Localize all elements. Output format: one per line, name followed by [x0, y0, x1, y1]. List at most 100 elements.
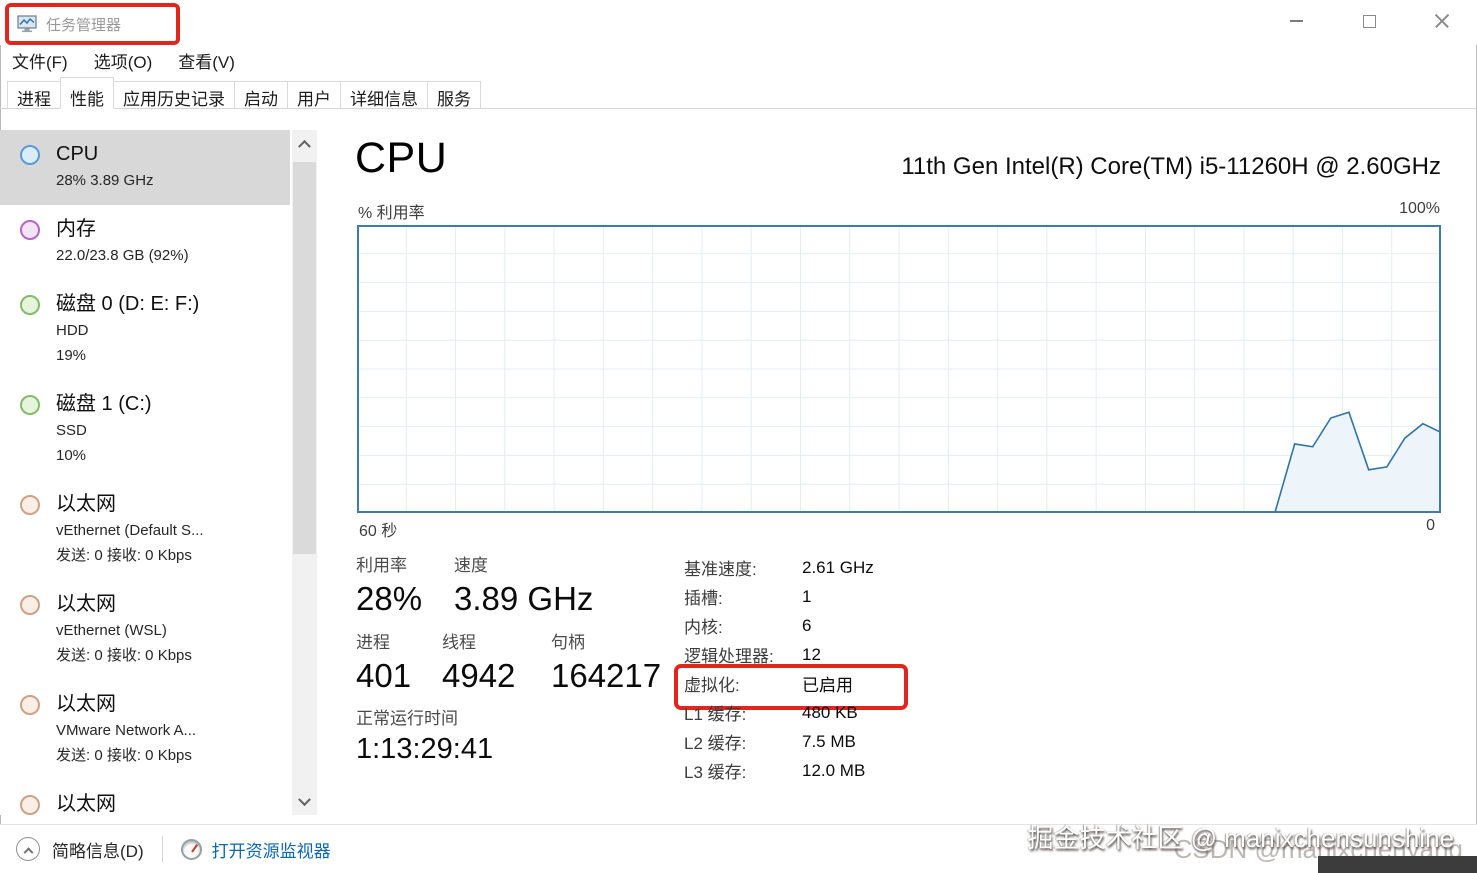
spec-label: L2 缓存: — [684, 734, 747, 753]
spec-label: 插槽: — [684, 589, 723, 608]
stat-value: 28% — [356, 580, 423, 617]
sidebar-item-detail: 28% 3.89 GHz — [56, 172, 154, 189]
sidebar-item[interactable]: 以太网 vEthernet (WSL) 发送: 0 接收: 0 Kbps — [0, 580, 290, 680]
stat-processes: 进程 401 — [356, 628, 411, 695]
sidebar-item[interactable]: 内存 22.0/23.8 GB (92%) — [0, 205, 290, 280]
sidebar-item[interactable]: CPU 28% 3.89 GHz — [0, 130, 290, 205]
stat-utilization: 利用率 28% — [356, 551, 422, 618]
spec-label: 逻辑处理器: — [684, 647, 774, 666]
sidebar-item-detail: vEthernet (Default S... — [56, 522, 204, 539]
chart-x-right-label: 0 — [1426, 517, 1435, 534]
footer-divider — [161, 836, 163, 862]
sidebar-item-title: 以太网 — [56, 593, 116, 615]
menu-item[interactable]: 选项(O) — [93, 52, 153, 72]
watermark-primary: 掘金技术社区 @ manixchensunshine — [1027, 823, 1454, 853]
stat-value: 164217 — [551, 657, 662, 694]
maximize-button[interactable] — [1356, 8, 1382, 34]
spec-row: 插槽: 1 — [684, 582, 964, 611]
stat-value: 3.89 GHz — [454, 580, 594, 617]
stat-value: 4942 — [442, 657, 516, 694]
scrollbar-thumb[interactable] — [293, 162, 316, 554]
spec-value: 7.5 MB — [802, 731, 856, 751]
sidebar-scrollbar[interactable] — [292, 130, 317, 815]
scroll-down-button[interactable] — [292, 789, 317, 815]
resource-graph-icon — [20, 695, 40, 715]
chevron-down-icon — [298, 792, 311, 806]
sidebar-item[interactable]: 磁盘 1 (C:) SSD 10% — [0, 380, 290, 480]
tab[interactable]: 服务 — [427, 81, 481, 109]
sidebar-item-title: 以太网 — [56, 493, 116, 515]
spec-label: L3 缓存: — [684, 763, 747, 782]
sidebar-item-title: 磁盘 1 (C:) — [56, 393, 152, 415]
spec-row: L2 缓存: 7.5 MB — [684, 727, 964, 756]
sidebar-item-title: CPU — [56, 143, 99, 165]
stat-label: 速度 — [454, 556, 488, 575]
tab[interactable]: 性能 — [60, 77, 114, 109]
resource-graph-icon — [20, 295, 40, 315]
open-resource-monitor-link[interactable]: 打开资源监视器 — [211, 841, 331, 861]
minimize-button[interactable] — [1283, 8, 1309, 34]
titlebar: 任务管理器 — [0, 0, 1477, 45]
tab[interactable]: 启动 — [234, 81, 288, 109]
stat-uptime: 正常运行时间 1:13:29:41 — [356, 704, 493, 766]
resource-graph-icon — [20, 395, 40, 415]
close-button[interactable] — [1429, 8, 1455, 34]
minimize-icon — [1289, 20, 1303, 22]
tab[interactable]: 详细信息 — [340, 81, 428, 109]
maximize-icon — [1362, 14, 1376, 28]
sidebar-item-detail: 19% — [56, 347, 87, 364]
resource-graph-icon — [20, 595, 40, 615]
stat-value: 1:13:29:41 — [356, 733, 494, 765]
sidebar-item-detail: 22.0/23.8 GB (92%) — [56, 247, 189, 264]
sidebar-item-title: 以太网 — [56, 793, 116, 815]
scroll-up-button[interactable] — [292, 130, 317, 156]
dark-corner-rectangle — [1318, 856, 1477, 873]
cpu-model-name: 11th Gen Intel(R) Core(TM) i5-11260H @ 2… — [901, 153, 1441, 180]
menu-item[interactable]: 查看(V) — [178, 52, 235, 72]
window-controls — [1283, 8, 1455, 34]
footer-bar: 简略信息(D) 打开资源监视器 — [0, 824, 1477, 873]
stat-handles: 句柄 164217 — [551, 628, 661, 695]
sidebar-item-title: 内存 — [56, 218, 96, 240]
stat-value: 401 — [356, 657, 412, 694]
sidebar-item-detail: 发送: 0 接收: 0 Kbps — [56, 647, 192, 664]
sidebar-item[interactable]: 以太网 vEthernet (Default S... 发送: 0 接收: 0 … — [0, 480, 290, 580]
menu-item[interactable]: 文件(F) — [12, 52, 68, 72]
stat-label: 线程 — [442, 633, 476, 652]
resource-monitor-icon — [180, 838, 202, 860]
spec-row: 逻辑处理器: 12 — [684, 640, 964, 669]
spec-value: 12 — [802, 644, 821, 664]
spec-row: L1 缓存: 480 KB — [684, 698, 964, 727]
cpu-usage-chart — [357, 225, 1441, 513]
spec-row: 基准速度: 2.61 GHz — [684, 553, 964, 582]
sidebar-item[interactable]: 以太网 — [0, 780, 290, 815]
spec-label: 虚拟化: — [684, 676, 740, 695]
stat-speed: 速度 3.89 GHz — [454, 551, 593, 618]
stat-label: 句柄 — [551, 633, 585, 652]
stat-label: 利用率 — [356, 556, 407, 575]
resource-graph-icon — [20, 495, 40, 515]
summary-view-label[interactable]: 简略信息(D) — [52, 841, 144, 861]
sidebar-item-title: 以太网 — [56, 693, 116, 715]
spec-value: 480 KB — [802, 702, 858, 722]
chevron-up-icon — [298, 139, 311, 153]
cpu-spec-list: 基准速度: 2.61 GHz 插槽: 1 内核: 6 逻辑处理器: 12 虚拟化… — [674, 553, 964, 785]
sidebar-item[interactable]: 以太网 VMware Network A... 发送: 0 接收: 0 Kbps — [0, 680, 290, 780]
stat-threads: 线程 4942 — [442, 628, 515, 695]
tab[interactable]: 应用历史记录 — [113, 81, 235, 109]
annotation-box-title: 任务管理器 — [5, 3, 180, 45]
chart-y-max-label: 100% — [1399, 200, 1440, 217]
tab[interactable]: 用户 — [287, 81, 341, 109]
tab[interactable]: 进程 — [7, 81, 61, 109]
tab-bar: 进程 性能 应用历史记录 启动 用户 详细信息 服务 — [0, 76, 1477, 109]
sidebar-item-detail: SSD — [56, 422, 87, 439]
spec-value: 已启用 — [802, 676, 853, 695]
collapse-details-button[interactable] — [16, 837, 40, 861]
sidebar-item-detail: 10% — [56, 447, 87, 464]
stat-label: 正常运行时间 — [356, 709, 458, 728]
close-icon — [1434, 13, 1450, 29]
spec-label: 基准速度: — [684, 560, 757, 579]
sidebar-item[interactable]: 磁盘 0 (D: E: F:) HDD 19% — [0, 280, 290, 380]
sidebar-item-detail: 发送: 0 接收: 0 Kbps — [56, 747, 192, 764]
